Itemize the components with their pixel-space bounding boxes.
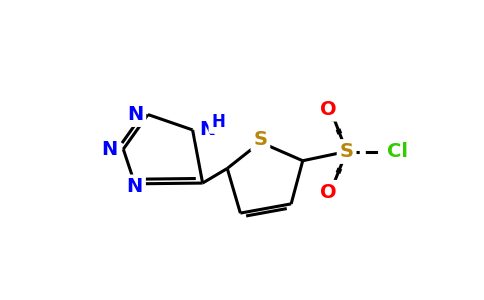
Text: O: O <box>320 100 336 118</box>
Text: N: N <box>199 120 215 140</box>
Text: H: H <box>211 113 225 131</box>
Text: S: S <box>340 142 354 161</box>
Text: N: N <box>127 177 143 196</box>
Text: Cl: Cl <box>387 142 408 161</box>
Text: S: S <box>253 130 267 149</box>
Text: N: N <box>101 140 117 159</box>
Text: O: O <box>320 183 336 202</box>
Text: N: N <box>127 105 143 124</box>
